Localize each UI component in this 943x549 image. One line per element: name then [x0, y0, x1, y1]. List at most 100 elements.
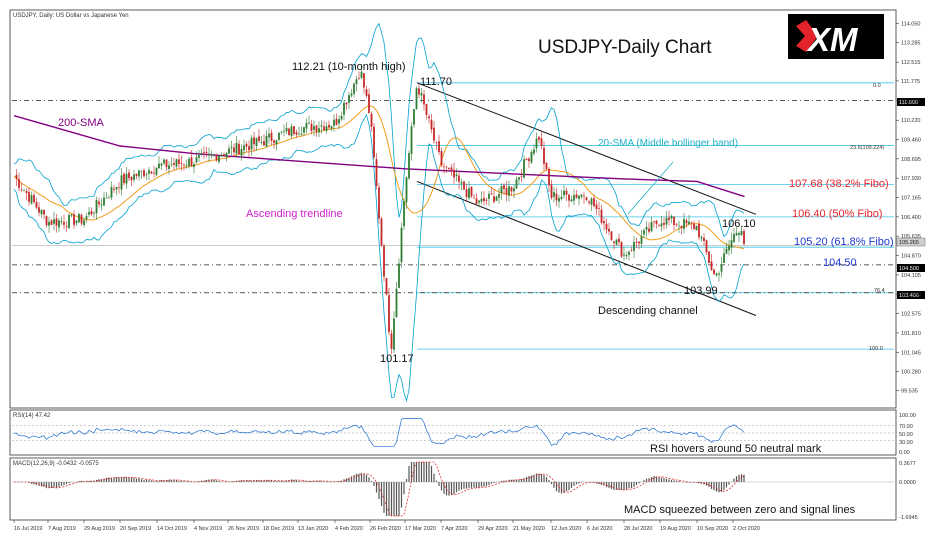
candle-body	[743, 231, 745, 245]
candle-body	[420, 92, 423, 96]
candle-body	[88, 211, 90, 215]
candle-body	[563, 190, 565, 196]
candle-body	[55, 218, 58, 226]
candle-body	[85, 216, 88, 220]
candle-body	[573, 195, 575, 201]
candle-body	[188, 158, 190, 166]
candle-body	[190, 157, 193, 167]
candle-body	[100, 204, 103, 206]
candle-body	[430, 119, 433, 130]
x-tick-label: 20 Sep 2019	[120, 526, 151, 532]
x-tick-label: 7 Apr 2020	[441, 526, 468, 532]
candle-body	[530, 151, 533, 163]
candle-body	[505, 188, 508, 195]
candle-body	[668, 217, 670, 221]
x-tick-label: 13 Jan 2020	[298, 526, 328, 532]
candle-body	[30, 195, 33, 204]
rsi-line	[13, 418, 745, 447]
candle-body	[723, 253, 725, 263]
candle-body	[365, 89, 368, 96]
level-box-104-5	[897, 264, 925, 272]
candle-body	[323, 126, 325, 131]
candle-body	[18, 179, 20, 188]
candle-body	[230, 147, 233, 149]
candle-body	[623, 254, 625, 256]
annotation-sma200: 200-SMA	[58, 117, 105, 129]
candle-body	[375, 159, 378, 187]
candle-body	[225, 152, 228, 158]
candle-body	[143, 170, 145, 177]
candle-body	[565, 190, 568, 195]
candle-body	[290, 126, 293, 137]
fibo-label-100: 100.0	[869, 346, 883, 352]
candle-body	[363, 73, 365, 88]
candle-body	[645, 226, 648, 230]
candle-body	[350, 93, 353, 96]
price-tick-label: 100.280	[901, 370, 921, 376]
x-tick-label: 29 Apr 2020	[478, 526, 508, 532]
candle-body	[608, 228, 610, 232]
candle-body	[75, 220, 78, 224]
candle-body	[655, 220, 658, 224]
candle-body	[685, 220, 688, 224]
candle-body	[728, 245, 730, 251]
candle-body	[643, 230, 645, 235]
candle-body	[98, 201, 100, 205]
candle-body	[300, 133, 303, 135]
macd-signal-line	[14, 461, 745, 517]
candle-body	[155, 167, 158, 176]
candle-body	[118, 187, 120, 188]
candle-body	[200, 153, 203, 154]
candle-body	[340, 115, 343, 120]
annotation-asc-trendline: Ascending trendline	[246, 208, 343, 220]
candle-body	[148, 170, 150, 174]
candle-body	[510, 187, 513, 192]
candle-body	[738, 233, 740, 235]
price-tick-label: 103.340	[901, 292, 921, 298]
level-box-103-4	[897, 291, 925, 299]
fibo-label-38: 107.68 (38.2% Fibo)	[789, 178, 889, 190]
candle-body	[295, 132, 298, 135]
candle-body	[310, 123, 313, 131]
candle-body	[680, 225, 683, 229]
candle-body	[183, 164, 185, 166]
candle-body	[330, 126, 333, 129]
candle-body	[508, 186, 510, 196]
fibo-label-0: 0.0	[873, 83, 881, 89]
candle-body	[383, 245, 385, 277]
candle-body	[568, 194, 570, 201]
fibo-label-618: 105.20 (61.8% Fibo)	[794, 236, 894, 248]
candle-body	[433, 127, 435, 141]
rsi-level-0: 0.00	[899, 450, 910, 456]
candle-body	[445, 166, 448, 168]
price-tick-label: 102.575	[901, 312, 921, 318]
annotation-peak: 111.70	[420, 76, 452, 88]
rsi-level-30: 30.00	[899, 440, 913, 446]
logo-text: XM	[806, 21, 859, 58]
level-box-103-4-text: 103.406	[899, 293, 919, 299]
candle-body	[123, 173, 125, 184]
candle-body	[335, 118, 338, 125]
candle-body	[540, 138, 543, 146]
candle-body	[303, 127, 305, 133]
candle-body	[258, 136, 260, 142]
macd-panel	[9, 457, 897, 521]
fibo-label-764: 76.4	[874, 288, 885, 294]
candle-body	[370, 113, 373, 127]
candle-body	[205, 151, 208, 153]
candle-body	[385, 278, 388, 295]
candle-body	[603, 221, 605, 224]
candle-body	[663, 222, 665, 225]
candle-body	[213, 154, 215, 156]
candle-body	[480, 198, 483, 202]
candle-body	[548, 168, 550, 186]
annotation-high: 112.21 (10-month high)	[292, 61, 406, 73]
annotation-bollinger: 20-SMA (Middle bollinger band)	[598, 138, 738, 149]
x-tick-label: 29 Aug 2019	[84, 526, 115, 532]
candle-body	[670, 215, 673, 219]
fibo-label-50: 106.40 (50% Fibo)	[792, 208, 883, 220]
x-tick-label: 4 Nov 2019	[194, 526, 222, 532]
price-tick-label: 107.165	[901, 196, 921, 202]
